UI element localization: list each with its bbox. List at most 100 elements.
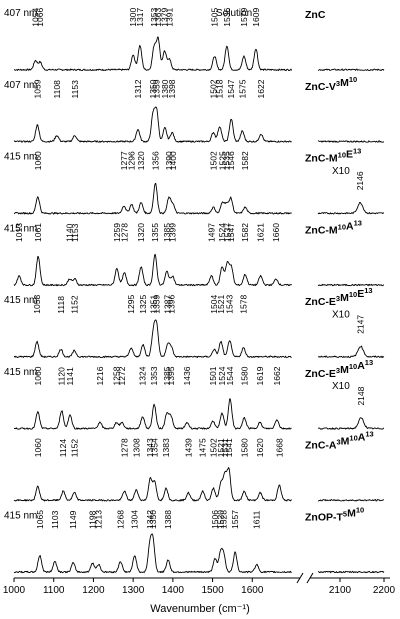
peak-label: 1395 bbox=[166, 366, 176, 385]
peak-label: 1391 bbox=[164, 8, 174, 27]
peak-label: 1501 bbox=[208, 366, 218, 385]
peak-label: 1528 bbox=[219, 510, 229, 529]
break-trace bbox=[318, 499, 385, 502]
peak-label: 1668 bbox=[274, 438, 284, 457]
peak-label: 1308 bbox=[131, 438, 141, 457]
peak-label: 1505 bbox=[210, 8, 220, 27]
peak-label: 1300 bbox=[128, 8, 138, 27]
peak-label: 1324 bbox=[138, 366, 148, 385]
scale-factor-label: X10 bbox=[332, 166, 350, 177]
peak-label: 1660 bbox=[271, 223, 281, 242]
peak-label: 1059 bbox=[32, 79, 42, 98]
peak-label: 1216 bbox=[95, 366, 105, 385]
peak-label: 1611 bbox=[252, 510, 262, 529]
peak-label: 1543 bbox=[225, 295, 235, 314]
peak-label: 1396 bbox=[166, 295, 176, 314]
peak-label: 1400 bbox=[168, 151, 178, 170]
peak-label: 1379 bbox=[160, 8, 170, 27]
axis-break-mark bbox=[296, 572, 304, 584]
peak-label: 1108 bbox=[52, 80, 62, 99]
peak-label: 1399 bbox=[167, 223, 177, 242]
solution-note: Solution bbox=[216, 8, 252, 19]
peak-label: 1353 bbox=[149, 366, 159, 385]
peak-label: 1383 bbox=[161, 438, 171, 457]
break-trace bbox=[317, 201, 385, 215]
peak-label: 1578 bbox=[239, 295, 249, 314]
excitation-wavelength: 415 nm bbox=[4, 295, 37, 306]
compound-name: ZnC-M10A13 bbox=[305, 218, 362, 236]
peak-label: 1296 bbox=[127, 151, 137, 170]
peak-label: 1198 bbox=[88, 510, 98, 529]
compound-name: ZnC-E3M10A13 bbox=[305, 358, 373, 380]
peak-label: 1153 bbox=[70, 223, 80, 242]
peak-label: 1304 bbox=[130, 510, 140, 529]
x-tick-label: 1600 bbox=[241, 585, 264, 596]
peak-label: 1258 bbox=[111, 366, 121, 385]
peak-label: 1272 bbox=[117, 366, 127, 385]
peak-label: 1535 bbox=[221, 151, 231, 170]
peak-label: 1621 bbox=[256, 223, 266, 242]
peak-label: 1502 bbox=[208, 79, 218, 98]
break-trace bbox=[318, 345, 385, 358]
peak-label: 1518 bbox=[215, 79, 225, 98]
peak-label: 1579 bbox=[239, 8, 249, 27]
peak-label: 1439 bbox=[183, 438, 193, 457]
compound-name: ZnC-V3M10 bbox=[305, 75, 357, 93]
peak-label: 1536 bbox=[222, 8, 232, 27]
peak-label: 1061 bbox=[33, 223, 43, 242]
compound-name: ZnC-A3M10A13 bbox=[305, 430, 374, 452]
peak-label: 1295 bbox=[126, 295, 136, 314]
peak-label: 1140 bbox=[65, 223, 75, 242]
peak-label: 1502 bbox=[208, 438, 218, 457]
peak-label: 1531 bbox=[220, 438, 230, 457]
compound-name: ZnC-E3M10E13 bbox=[305, 286, 373, 308]
excitation-wavelength: 415 nm bbox=[4, 223, 37, 234]
peak-label: 1320 bbox=[136, 223, 146, 242]
spectrum-trace bbox=[14, 319, 292, 358]
peak-label: 1504 bbox=[209, 295, 219, 314]
peak-label: 1350 bbox=[148, 79, 158, 98]
peak-label: 1353 bbox=[149, 8, 159, 27]
break-trace bbox=[318, 417, 385, 430]
x-tick-label: 1400 bbox=[162, 585, 185, 596]
x-tick-label: 1300 bbox=[122, 585, 145, 596]
peak-label: 1497 bbox=[206, 223, 216, 242]
peak-label: 1060 bbox=[33, 151, 43, 170]
excitation-wavelength: 407 nm bbox=[4, 80, 37, 91]
peak-label: 1524 bbox=[217, 366, 227, 385]
peak-label: 1541 bbox=[224, 438, 234, 457]
excitation-wavelength: 415 nm bbox=[4, 367, 37, 378]
break-peak-label: 2146 bbox=[355, 171, 365, 190]
break-peak-label: 2148 bbox=[356, 386, 366, 405]
x-tick-label: 2100 bbox=[329, 585, 352, 596]
peak-label: 1060 bbox=[33, 438, 43, 457]
peak-label: 1363 bbox=[153, 8, 163, 27]
spectrum-trace bbox=[13, 106, 292, 143]
spectrum-trace bbox=[13, 398, 292, 430]
peak-label: 1312 bbox=[133, 79, 143, 98]
peak-label: 1118 bbox=[56, 296, 66, 314]
peak-label: 1317 bbox=[135, 8, 145, 27]
spectrum-trace bbox=[13, 533, 292, 574]
peak-label: 1524 bbox=[217, 223, 227, 242]
peak-label: 1388 bbox=[163, 510, 173, 529]
peak-label: 1398 bbox=[167, 79, 177, 98]
peak-label: 1213 bbox=[94, 510, 104, 529]
peak-label: 1342 bbox=[145, 510, 155, 529]
peak-label: 1152 bbox=[69, 295, 79, 314]
peak-label: 1060 bbox=[33, 366, 43, 385]
peak-label: 1582 bbox=[240, 223, 250, 242]
peak-label: 1662 bbox=[272, 366, 282, 385]
axis-break-mark bbox=[306, 572, 314, 584]
peak-label: 1152 bbox=[69, 439, 79, 458]
peak-label: 1547 bbox=[226, 79, 236, 98]
peak-label: 1385 bbox=[162, 366, 172, 385]
peak-label: 1058 bbox=[32, 295, 42, 314]
break-trace bbox=[317, 283, 385, 287]
peak-label: 1320 bbox=[136, 151, 146, 170]
compound-name: ZnC bbox=[305, 9, 326, 21]
